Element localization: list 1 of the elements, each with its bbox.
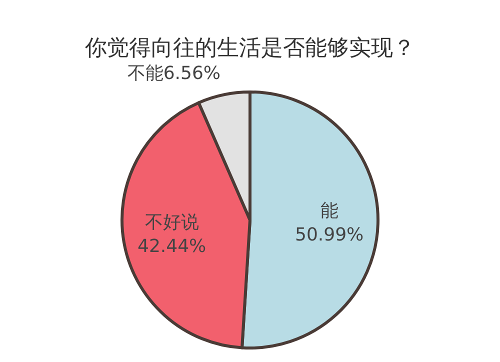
title: 你觉得向往的生活是否能够实现？ — [85, 36, 415, 61]
